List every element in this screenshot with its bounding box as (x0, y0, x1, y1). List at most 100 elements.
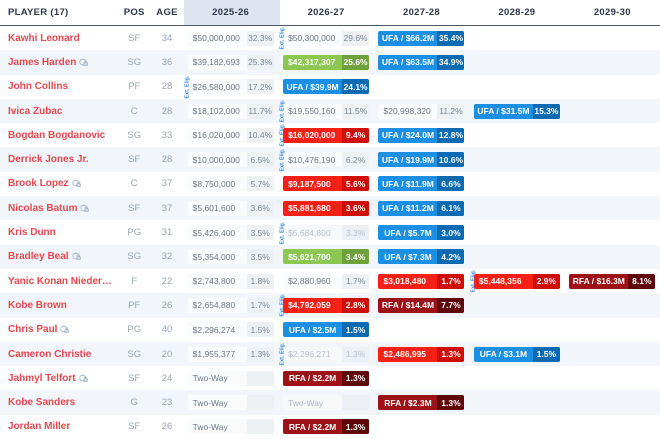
season-cell-1[interactable]: Ext. Elig. $50,300,000 29.6% (278, 26, 373, 50)
salary-pill[interactable]: $19,550,160 11.5% (283, 103, 370, 119)
salary-pill[interactable]: $16,020,000 10.4% (187, 127, 274, 143)
table-row[interactable]: Yanic Konan Niederhauser F 22 $2,743,800 1.8… (0, 268, 660, 294)
salary-pill[interactable]: UFA / $2.5M 1.5% (283, 322, 370, 338)
salary-pill[interactable]: $42,317,307 25.6% (283, 54, 370, 70)
salary-pill[interactable]: UFA / $19.9M 10.6% (378, 152, 465, 168)
season-cell-3[interactable]: Ext. Elig. $5,448,356 2.9% (469, 269, 564, 293)
salary-pill[interactable]: Two-Way (283, 395, 370, 411)
season-cell-2[interactable]: UFA / $11.9M 6.6% (374, 172, 469, 196)
season-cell-2[interactable]: UFA / $7.3M 4.2% (374, 245, 469, 269)
season-cell-1[interactable]: UFA / $39.9M 24.1% (278, 75, 373, 99)
table-row[interactable]: Bradley Beal SG 32 $5,354,000 3.5% $5,621,700… (0, 244, 660, 269)
season-cell-2[interactable]: RFA / $2.3M 1.3% (374, 390, 469, 414)
season-cell-0[interactable]: Ext. Elig. $26,580,000 17.2% (183, 75, 278, 99)
salary-pill[interactable]: $50,000,000 32.3% (187, 30, 274, 46)
table-row[interactable]: Kawhi Leonard SF 34 $50,000,000 32.3% Ext. El… (0, 26, 660, 51)
salary-pill[interactable]: $2,296,274 1.5% (187, 322, 274, 338)
column-header-pos[interactable]: POS (123, 7, 145, 18)
table-row[interactable]: Derrick Jones Jr. SF 28 $10,000,000 6.5% Ext.… (0, 147, 660, 172)
season-cell-0[interactable]: $5,426,400 3.5% (183, 220, 278, 244)
season-cell-2[interactable]: UFA / $66.2M 35.4% (374, 26, 469, 50)
player-name-cell[interactable]: John Collins (0, 81, 117, 92)
player-name-cell[interactable]: Chris Paul (0, 324, 117, 335)
salary-pill[interactable]: Two-Way (187, 370, 274, 386)
player-name-cell[interactable]: Bogdan Bogdanovic (0, 130, 117, 141)
salary-pill[interactable]: UFA / $39.9M 24.1% (283, 79, 370, 95)
salary-pill[interactable]: UFA / $31.5M 15.3% (473, 103, 560, 119)
salary-pill[interactable]: UFA / $11.2M 6.1% (378, 200, 465, 216)
salary-pill[interactable]: UFA / $7.3M 4.2% (378, 249, 465, 265)
season-cell-2[interactable]: UFA / $11.2M 6.1% (374, 196, 469, 220)
salary-pill[interactable]: RFA / $16.3M 8.1% (569, 273, 656, 289)
salary-pill[interactable]: $2,296,271 1.3% (283, 346, 370, 362)
salary-pill[interactable]: UFA / $66.2M 35.4% (378, 30, 465, 46)
salary-pill[interactable]: $5,881,680 3.6% (283, 200, 370, 216)
season-cell-1[interactable]: $2,880,960 1.7% (278, 269, 373, 293)
salary-pill[interactable]: $3,018,480 1.7% (378, 273, 465, 289)
table-row[interactable]: James Harden SG 36 $39,182,693 25.3% $42,317,… (0, 50, 660, 75)
season-cell-3[interactable]: UFA / $3.1M 1.5% (469, 342, 564, 366)
player-name-cell[interactable]: Cameron Christie (0, 349, 117, 360)
extension-eligible-marker[interactable]: Ext. Elig. (278, 100, 287, 123)
season-cell-1[interactable]: RFA / $2.2M 1.3% (278, 366, 373, 390)
season-cell-0[interactable]: $2,654,880 1.7% (183, 293, 278, 317)
player-name-cell[interactable]: Ivica Zubac (0, 106, 117, 117)
salary-pill[interactable]: $9,187,500 5.6% (283, 176, 370, 192)
salary-pill[interactable]: $20,998,320 11.2% (378, 103, 465, 119)
column-header-season-4[interactable]: 2029-30 (593, 7, 631, 18)
table-row[interactable]: Kris Dunn PG 31 $5,426,400 3.5% Ext. Elig. $5,… (0, 220, 660, 245)
salary-pill[interactable]: $1,955,377 1.3% (187, 346, 274, 362)
salary-pill[interactable]: $2,743,800 1.8% (187, 273, 274, 289)
salary-pill[interactable]: $5,426,400 3.5% (187, 225, 274, 241)
table-row[interactable]: Kobe Brown PF 26 $2,654,880 1.7% Ext. Elig. $4… (0, 293, 660, 318)
extension-eligible-marker[interactable]: Ext. Elig. (183, 75, 192, 98)
table-row[interactable]: Brook Lopez C 37 $8,750,000 5.7% $9,187,500 5.… (0, 171, 660, 197)
table-row[interactable]: Jordan Miller SF 26 Two-Way RFA / $2.2M 1.3% (0, 414, 660, 439)
column-header-season-1[interactable]: 2026-27 (307, 7, 345, 18)
season-cell-1[interactable]: Ext. Elig. $2,296,271 1.3% (278, 342, 373, 366)
season-cell-4[interactable]: RFA / $16.3M 8.1% (565, 269, 660, 293)
season-cell-1[interactable]: $5,621,700 3.4% (278, 245, 373, 269)
salary-pill[interactable]: $8,750,000 5.7% (187, 176, 274, 192)
season-cell-0[interactable]: $39,182,693 25.3% (183, 50, 278, 74)
season-cell-1[interactable]: RFA / $2.2M 1.3% (278, 415, 373, 439)
season-cell-2[interactable]: $3,018,480 1.7% (374, 269, 469, 293)
player-name-cell[interactable]: Jordan Miller (0, 421, 117, 432)
player-name-cell[interactable]: Kobe Brown (0, 300, 117, 311)
salary-pill[interactable]: UFA / $11.9M 6.6% (378, 176, 465, 192)
salary-pill[interactable]: Two-Way (187, 419, 274, 435)
table-row[interactable]: Ivica Zubac C 28 $18,102,000 11.7% Ext. Elig.… (0, 98, 660, 124)
salary-pill[interactable]: UFA / $5.7M 3.0% (378, 225, 465, 241)
player-name-cell[interactable]: Nicolas Batum (0, 203, 117, 214)
season-cell-2[interactable]: UFA / $24.0M 12.8% (374, 123, 469, 147)
season-cell-0[interactable]: $1,955,377 1.3% (183, 342, 278, 366)
salary-pill[interactable]: Two-Way (187, 395, 274, 411)
extension-eligible-marker[interactable]: Ext. Elig. (278, 294, 287, 317)
salary-pill[interactable]: $16,020,000 9.4% (283, 127, 370, 143)
salary-pill[interactable]: UFA / $63.5M 34.9% (378, 54, 465, 70)
table-row[interactable]: John Collins PF 28 Ext. Elig. $26,580,000 17.… (0, 74, 660, 99)
salary-pill[interactable]: $26,580,000 17.2% (187, 79, 274, 95)
season-cell-1[interactable]: UFA / $2.5M 1.5% (278, 318, 373, 342)
salary-pill[interactable]: $50,300,000 29.6% (283, 30, 370, 46)
season-cell-0[interactable]: $5,601,600 3.6% (183, 196, 278, 220)
salary-pill[interactable]: $5,601,600 3.6% (187, 200, 274, 216)
extension-eligible-marker[interactable]: Ext. Elig. (278, 27, 287, 50)
season-cell-0[interactable]: Two-Way (183, 366, 278, 390)
season-cell-0[interactable]: $2,743,800 1.8% (183, 269, 278, 293)
season-cell-0[interactable]: $5,354,000 3.5% (183, 245, 278, 269)
table-row[interactable]: Nicolas Batum SF 37 $5,601,600 3.6% $5,881,68… (0, 196, 660, 221)
season-cell-0[interactable]: $2,296,274 1.5% (183, 318, 278, 342)
season-cell-2[interactable]: UFA / $19.9M 10.6% (374, 147, 469, 171)
season-cell-2[interactable]: $2,486,995 1.3% (374, 342, 469, 366)
salary-pill[interactable]: RFA / $2.3M 1.3% (378, 395, 465, 411)
season-cell-0[interactable]: $10,000,000 6.5% (183, 147, 278, 171)
table-row[interactable]: Kobe Sanders G 23 Two-Way Two-Way RFA / $2.3M… (0, 390, 660, 415)
season-cell-1[interactable]: $9,187,500 5.6% (278, 172, 373, 196)
column-header-season-0[interactable]: 2025-26 (212, 7, 250, 18)
table-row[interactable]: Cameron Christie SG 20 $1,955,377 1.3% Ext. E… (0, 341, 660, 367)
salary-pill[interactable]: UFA / $24.0M 12.8% (378, 127, 465, 143)
table-row[interactable]: Jahmyl Telfort SF 24 Two-Way RFA / $2.2M 1.3% (0, 366, 660, 391)
column-header-player[interactable]: PLAYER (17) (8, 7, 69, 18)
column-header-season-2[interactable]: 2027-28 (403, 7, 440, 18)
